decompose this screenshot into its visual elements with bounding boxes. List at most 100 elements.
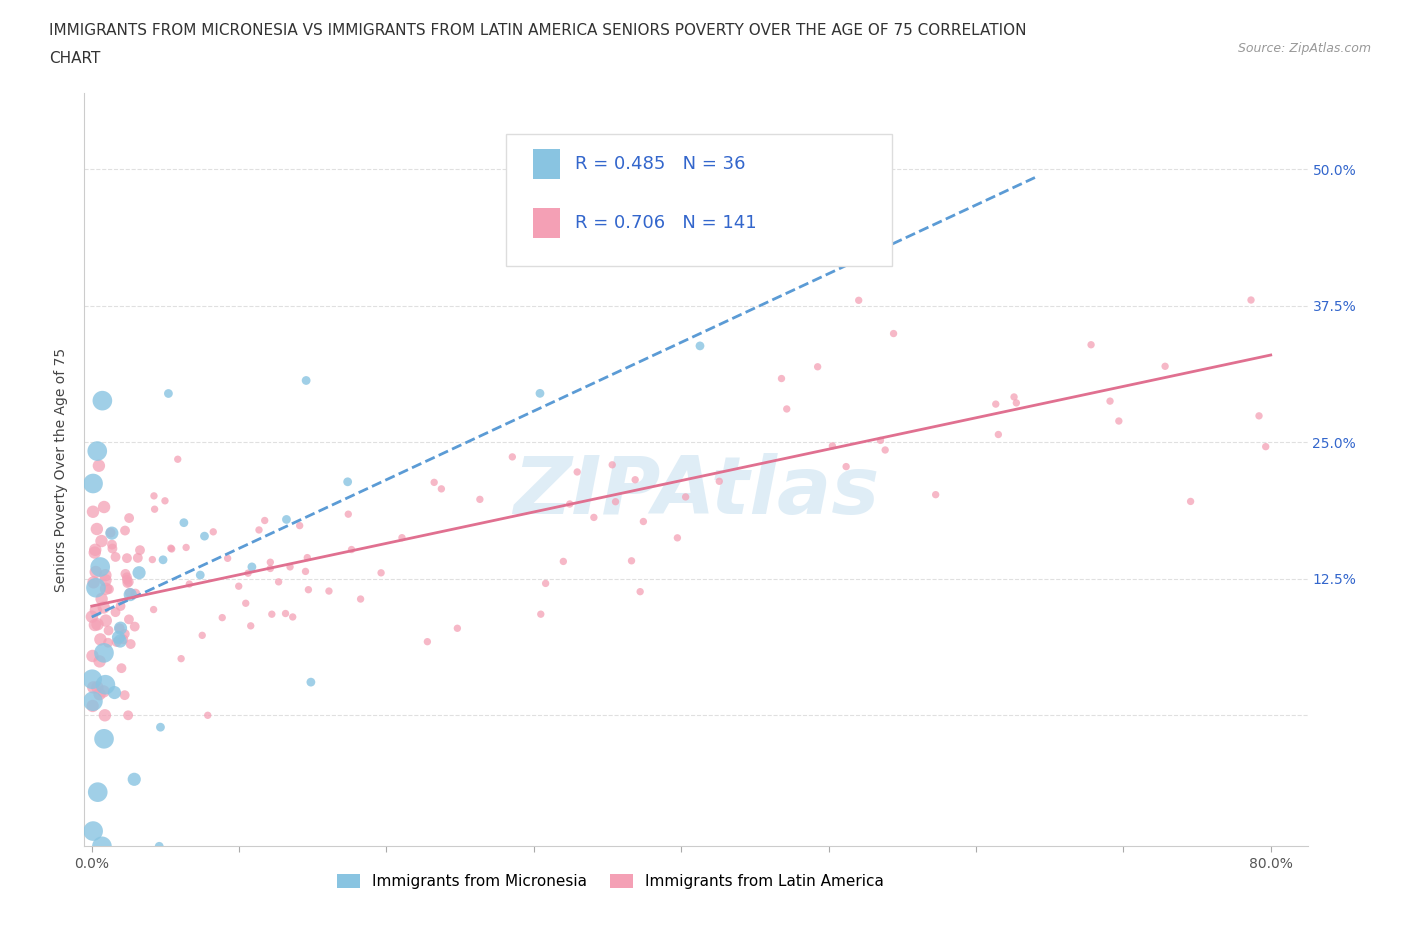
Point — [166, 452, 188, 467]
Point — [101, 538, 124, 552]
Point — [80, 609, 103, 624]
Point — [104, 550, 127, 565]
Point — [821, 438, 844, 453]
Point — [94, 568, 117, 583]
Point — [93, 499, 115, 514]
Point — [297, 582, 319, 597]
Point — [112, 632, 135, 647]
Point — [114, 523, 136, 538]
Point — [430, 482, 453, 497]
Point — [84, 603, 107, 618]
Point — [883, 326, 905, 341]
Text: Source: ZipAtlas.com: Source: ZipAtlas.com — [1237, 42, 1371, 55]
Point — [770, 371, 793, 386]
Point — [211, 610, 233, 625]
Point — [807, 359, 830, 374]
Point — [89, 632, 111, 647]
Point — [93, 645, 115, 660]
Point — [89, 560, 111, 575]
Point — [984, 397, 1007, 412]
Point — [295, 373, 318, 388]
Point — [239, 618, 262, 633]
Point — [553, 554, 575, 569]
Point — [1098, 393, 1121, 408]
Point — [82, 671, 104, 686]
Point — [120, 637, 142, 652]
Point — [1247, 408, 1270, 423]
Point — [987, 427, 1010, 442]
Point — [94, 573, 117, 588]
Point — [446, 621, 468, 636]
Point — [90, 591, 112, 606]
Point — [93, 600, 115, 615]
Point — [558, 497, 581, 512]
Point — [110, 620, 132, 635]
Point — [337, 507, 360, 522]
Point — [101, 525, 124, 540]
Text: R = 0.485   N = 36: R = 0.485 N = 36 — [575, 155, 745, 173]
Point — [83, 618, 105, 632]
Point — [1154, 359, 1177, 374]
Point — [179, 577, 201, 591]
Point — [501, 449, 523, 464]
Point — [160, 540, 183, 555]
Point — [91, 393, 114, 408]
Point — [128, 565, 150, 580]
Point — [1005, 395, 1028, 410]
Point — [122, 772, 145, 787]
Point — [633, 514, 655, 529]
Point — [118, 575, 141, 590]
Point — [114, 687, 136, 702]
Point — [110, 660, 132, 675]
Point — [118, 612, 141, 627]
Point — [94, 708, 117, 723]
Point — [90, 839, 112, 854]
Point — [94, 613, 117, 628]
Point — [149, 720, 172, 735]
Point — [278, 560, 301, 575]
Point — [118, 511, 141, 525]
Point — [100, 525, 122, 540]
Point — [86, 522, 108, 537]
Point — [82, 680, 104, 695]
Point — [142, 602, 165, 617]
Point — [260, 606, 283, 621]
Point — [114, 627, 136, 642]
Point — [173, 515, 195, 530]
Point — [267, 575, 290, 590]
Point — [115, 551, 138, 565]
Point — [87, 785, 110, 800]
Point — [105, 634, 128, 649]
Point — [193, 528, 215, 543]
Point — [318, 584, 340, 599]
Point — [94, 581, 117, 596]
Point — [89, 654, 111, 669]
Point — [108, 633, 131, 648]
Point — [299, 674, 322, 689]
Text: R = 0.706   N = 141: R = 0.706 N = 141 — [575, 214, 756, 232]
Point — [675, 489, 697, 504]
Point — [188, 567, 211, 582]
Point — [87, 458, 110, 473]
Point — [666, 530, 689, 545]
Point — [340, 542, 363, 557]
Point — [240, 560, 263, 575]
Point — [297, 551, 319, 565]
Point — [628, 584, 651, 599]
Point — [115, 572, 138, 587]
Point — [82, 698, 104, 713]
Point — [253, 513, 276, 528]
Point — [1002, 390, 1025, 405]
Point — [228, 578, 250, 593]
FancyBboxPatch shape — [533, 207, 560, 238]
Point — [191, 628, 214, 643]
Point — [391, 530, 413, 545]
Point — [160, 541, 183, 556]
Point — [127, 551, 149, 565]
Point — [124, 619, 146, 634]
Point — [534, 576, 557, 591]
Point — [104, 604, 127, 619]
Point — [294, 564, 316, 578]
Point — [416, 634, 439, 649]
Point — [157, 386, 180, 401]
